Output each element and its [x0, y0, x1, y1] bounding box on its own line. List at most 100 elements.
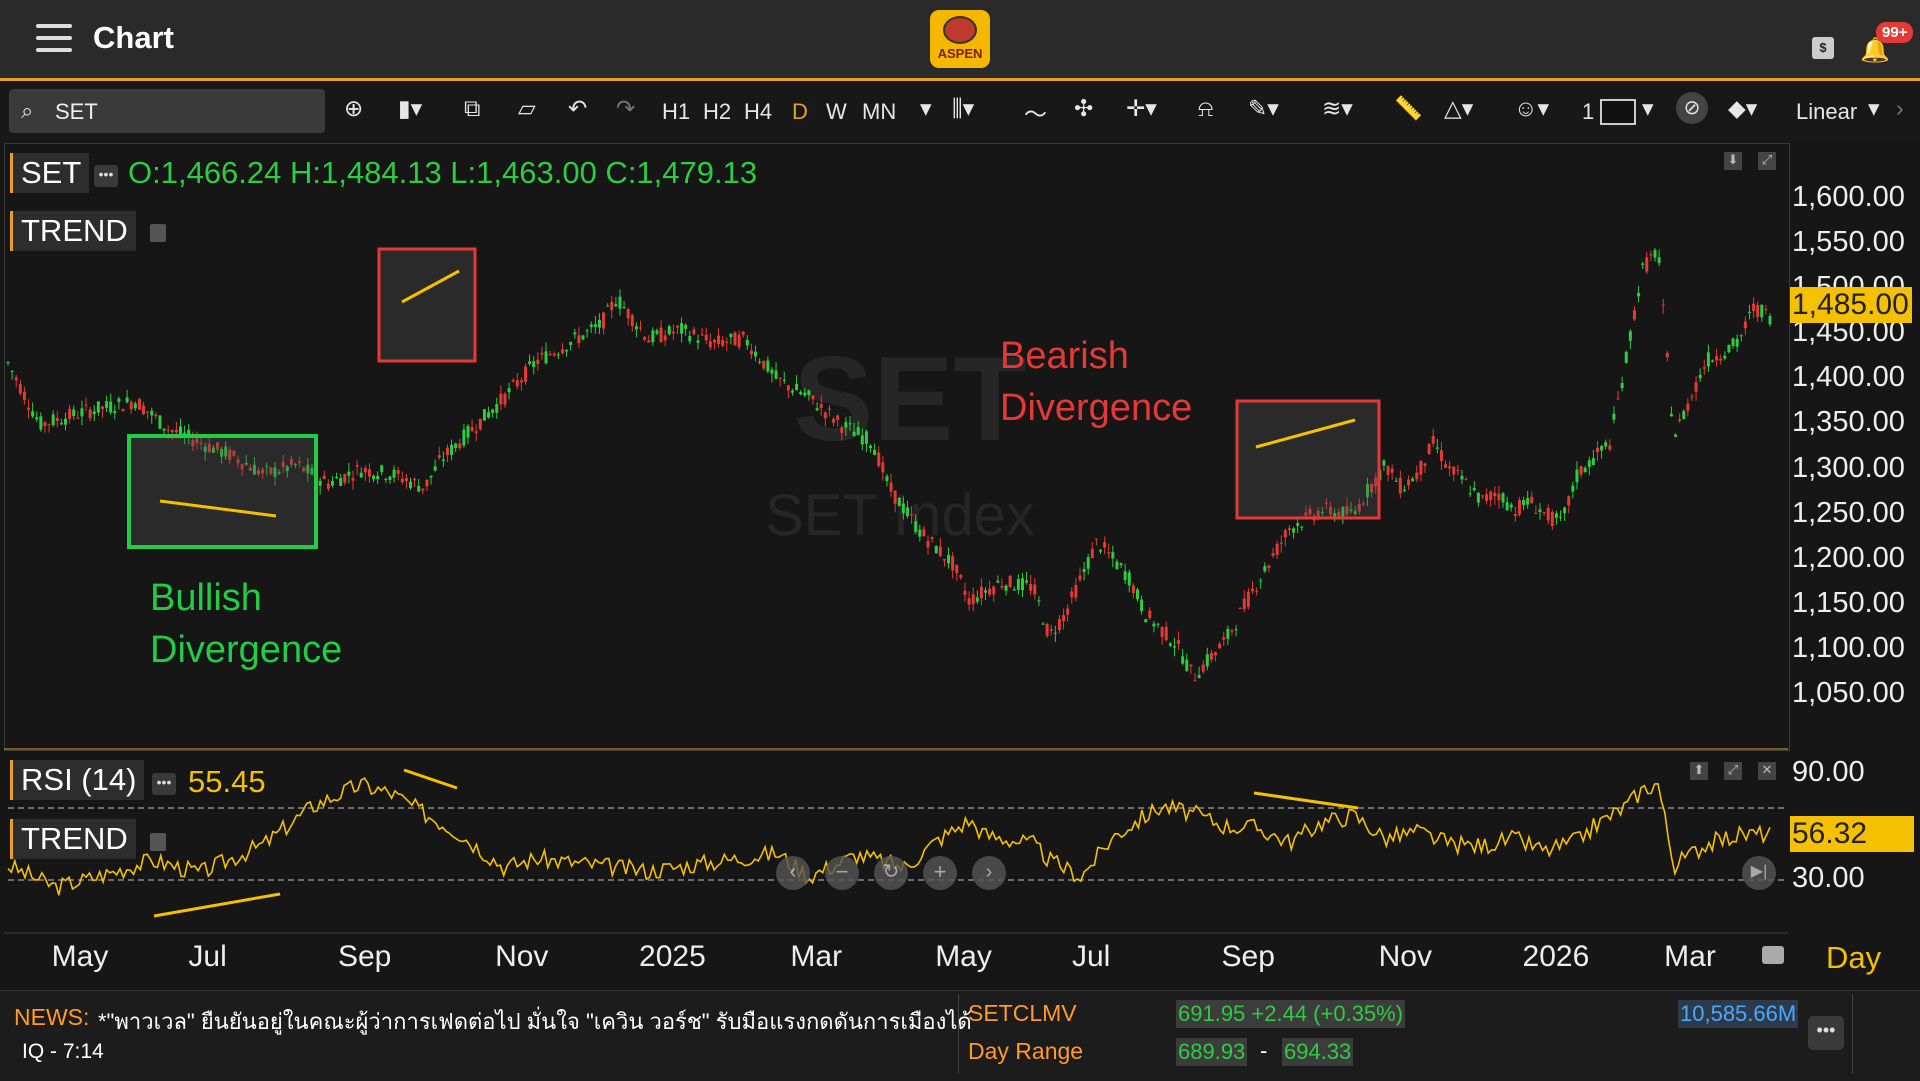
- candle-body: [1160, 626, 1164, 638]
- line-width-value[interactable]: 1: [1582, 99, 1595, 124]
- rsi-badge[interactable]: RSI (14): [10, 760, 145, 800]
- pencil-icon[interactable]: ✎▾: [1248, 95, 1279, 121]
- bullish-divergence-box: [127, 434, 318, 549]
- reset-view-button[interactable]: ↻: [874, 856, 908, 890]
- candle-body: [437, 455, 441, 458]
- candle-body: [92, 411, 96, 415]
- crosshair-icon[interactable]: ✛▾: [1126, 95, 1157, 121]
- undo-icon[interactable]: ↶: [568, 95, 588, 121]
- alert-bell-icon[interactable]: ⍾: [1198, 95, 1214, 121]
- rsi-options-button[interactable]: •••: [152, 773, 176, 795]
- candle-body: [733, 332, 737, 346]
- rsi-trend-badge[interactable]: TREND: [10, 819, 136, 859]
- candle-body: [548, 354, 552, 356]
- candle-body: [1037, 600, 1041, 602]
- candle-body: [1398, 477, 1402, 494]
- candle-body: [1431, 435, 1435, 444]
- candle-body: [1000, 586, 1004, 588]
- timeframe-h1[interactable]: H1: [662, 99, 691, 124]
- candle-style-icon[interactable]: ⫼▾: [952, 95, 975, 121]
- x-tick: Sep: [337, 940, 392, 973]
- indicator-icon[interactable]: 〜: [1024, 101, 1047, 127]
- notification-badge[interactable]: 99+: [1876, 22, 1914, 43]
- scale-dropdown-icon[interactable]: ▾: [1868, 95, 1880, 121]
- news-headline[interactable]: *"พาวเวล" ยืนยันอยู่ในคณะผู้ว่าการเฟดต่อ…: [98, 1009, 972, 1034]
- trend-indicator-badge[interactable]: TREND: [10, 211, 136, 251]
- scale-select[interactable]: Linear: [1796, 99, 1858, 124]
- scroll-right-button[interactable]: ›: [972, 856, 1006, 890]
- brush-icon[interactable]: ≋▾: [1322, 95, 1353, 121]
- candle-body: [1246, 591, 1250, 607]
- candle-body: [1731, 338, 1735, 347]
- tag-icon[interactable]: ◆▾: [1728, 95, 1758, 121]
- candle-body: [1752, 303, 1756, 312]
- color-swatch[interactable]: [1600, 99, 1636, 125]
- candle-body: [232, 450, 236, 456]
- zoom-out-button[interactable]: −: [825, 856, 859, 890]
- candle-body: [1016, 578, 1020, 590]
- rsi-trash-icon[interactable]: [150, 833, 166, 851]
- trash-icon[interactable]: [150, 224, 166, 242]
- symbol-badge[interactable]: SET: [10, 153, 90, 193]
- rsi-close-icon[interactable]: ✕: [1758, 762, 1776, 780]
- toolbar-scroll-right-icon[interactable]: ›: [1896, 95, 1904, 121]
- timeframe-h2[interactable]: H2: [703, 99, 732, 124]
- folder-icon[interactable]: ⧉: [464, 95, 481, 121]
- zoom-in-button[interactable]: +: [923, 856, 957, 890]
- symbol-options-button[interactable]: •••: [94, 165, 118, 187]
- download-icon[interactable]: ⬇: [1724, 152, 1742, 170]
- chart-type-icon[interactable]: ▱: [518, 95, 536, 121]
- candle-body: [1144, 619, 1148, 623]
- candle-body: [298, 461, 302, 463]
- more-button[interactable]: •••: [1808, 1016, 1844, 1050]
- expand-icon[interactable]: ⤢: [1758, 152, 1776, 170]
- go-to-latest-button[interactable]: ▶|: [1742, 856, 1776, 890]
- bearish-price-trendline-1: [401, 269, 460, 304]
- draw-tools-icon[interactable]: ✣: [1074, 95, 1094, 121]
- shapes-icon[interactable]: △▾: [1444, 95, 1474, 121]
- hamburger-menu-icon[interactable]: [36, 24, 72, 54]
- candle-body: [1394, 480, 1398, 482]
- candle-body: [1131, 585, 1135, 593]
- candle-body: [565, 349, 569, 352]
- price-tick: 1,600.00: [1792, 181, 1905, 213]
- candle-body: [569, 341, 573, 345]
- wallet-icon[interactable]: $: [1812, 37, 1834, 59]
- ruler-icon[interactable]: 📏: [1394, 95, 1423, 121]
- redo-icon[interactable]: ↷: [616, 95, 636, 121]
- candle-body: [528, 361, 532, 364]
- emoji-icon[interactable]: ☺▾: [1514, 95, 1550, 121]
- candle-body: [717, 335, 721, 345]
- candle-body: [754, 351, 758, 357]
- candle-body: [996, 580, 1000, 583]
- candle-body: [655, 330, 659, 334]
- symbol-input[interactable]: [53, 96, 317, 128]
- candle-body: [581, 335, 585, 340]
- timeframe-w[interactable]: W: [826, 99, 847, 124]
- candle-body: [614, 304, 618, 307]
- candle-body: [1710, 360, 1714, 362]
- timeframe-d[interactable]: D: [792, 99, 808, 124]
- swatch-dropdown-icon[interactable]: ▾: [1642, 95, 1654, 121]
- candle-body: [532, 361, 536, 368]
- candle-body: [807, 390, 811, 396]
- candle-body: [947, 554, 951, 564]
- candle-body: [158, 415, 162, 429]
- rsi-expand-icon[interactable]: ⤢: [1724, 762, 1742, 780]
- timeframe-dropdown-icon[interactable]: ▾: [920, 95, 932, 121]
- candle-body: [1329, 506, 1333, 515]
- symbol-search[interactable]: ⌕: [9, 89, 325, 133]
- rsi-up-icon[interactable]: ⬆: [1690, 762, 1708, 780]
- candle-body: [1715, 356, 1719, 361]
- lock-icon[interactable]: [1762, 946, 1784, 964]
- main-chart-pane[interactable]: [4, 143, 1790, 751]
- candle-body: [1345, 506, 1349, 515]
- link-icon[interactable]: ⊘: [1676, 92, 1708, 124]
- period-label[interactable]: Day: [1826, 940, 1882, 975]
- timeframe-mn[interactable]: MN: [862, 99, 897, 124]
- timeframe-h4[interactable]: H4: [744, 99, 773, 124]
- file-icon[interactable]: ▮▾: [398, 95, 423, 121]
- candle-body: [236, 459, 240, 464]
- scroll-left-button[interactable]: ‹: [776, 856, 810, 890]
- add-icon[interactable]: ⊕: [344, 95, 364, 121]
